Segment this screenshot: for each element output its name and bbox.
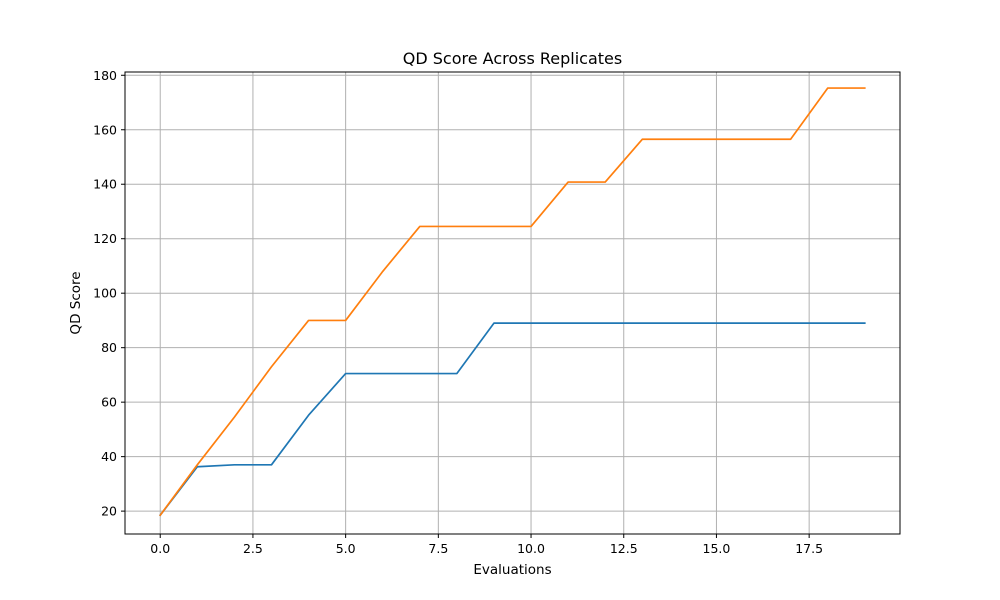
x-axis-ticks: 0.0 2.5 5.0 7.5 10.0 12.5 15.0 17.5: [150, 534, 823, 556]
y-axis-label: QD Score: [68, 271, 84, 334]
y-tick-label: 80: [101, 340, 117, 355]
grid: [125, 72, 900, 534]
y-tick-label: 120: [93, 231, 117, 246]
x-tick-label: 15.0: [703, 541, 731, 556]
series-line-2: [159, 87, 866, 517]
series-line-1: [159, 322, 866, 517]
x-tick-label: 17.5: [795, 541, 823, 556]
x-tick-label: 2.5: [243, 541, 263, 556]
x-tick-label: 7.5: [428, 541, 448, 556]
x-tick-label: 0.0: [150, 541, 170, 556]
y-tick-label: 100: [93, 286, 117, 301]
series-layer: [159, 87, 866, 517]
chart-title: QD Score Across Replicates: [403, 49, 622, 68]
y-tick-label: 40: [101, 449, 117, 464]
x-tick-label: 12.5: [610, 541, 638, 556]
plot-frame: [124, 71, 901, 535]
y-tick-label: 20: [101, 504, 117, 519]
x-tick-label: 5.0: [336, 541, 356, 556]
x-tick-label: 10.0: [517, 541, 545, 556]
y-tick-label: 60: [101, 395, 117, 410]
x-axis-label: Evaluations: [473, 562, 551, 578]
y-axis-ticks: 20 40 60 80 100 120 140 160 180: [93, 68, 125, 519]
y-tick-label: 160: [93, 122, 117, 137]
y-tick-label: 180: [93, 68, 117, 83]
y-tick-label: 140: [93, 177, 117, 192]
